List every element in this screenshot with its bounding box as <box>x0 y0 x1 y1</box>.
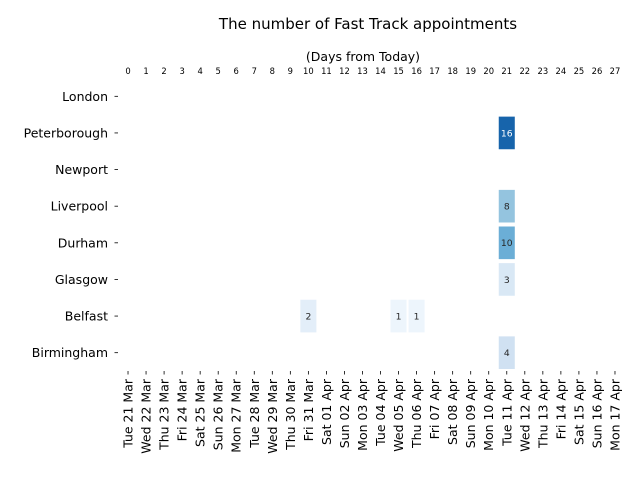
top-tick-label: 7 <box>252 66 257 76</box>
top-tick-label: 20 <box>483 66 494 76</box>
top-tick-label: 19 <box>465 66 476 76</box>
x-tick-label: Thu 23 Mar <box>157 378 172 451</box>
x-tick-label: Mon 17 Apr <box>607 378 622 451</box>
top-axis-label: (Days from Today) <box>306 49 420 64</box>
x-tick-label: Mon 03 Apr <box>355 378 370 451</box>
top-tick-label: 5 <box>216 66 221 76</box>
top-axis-ticks: 0 1 2 3 4 5 6 7 8 9 10 11 12 13 14 15 16 17 18 19 20 21 22 23 24… <box>125 66 620 76</box>
top-tick-label: 10 <box>303 66 314 76</box>
cell-value-label: 16 <box>501 128 513 139</box>
x-tick-label: Thu 13 Apr <box>535 378 550 449</box>
heatmap-cell <box>408 299 425 333</box>
top-tick-label: 22 <box>519 66 530 76</box>
x-tick-label: Tue 21 Mar <box>121 378 136 449</box>
top-tick-label: 11 <box>321 66 332 76</box>
x-tick-label: Wed 05 Apr <box>391 378 406 452</box>
y-tick-label: Glasgow <box>55 272 108 287</box>
top-tick-label: 15 <box>393 66 404 76</box>
top-tick-label: 18 <box>447 66 458 76</box>
x-tick-label: Sat 01 Apr <box>319 378 334 445</box>
x-tick-label: Sun 09 Apr <box>463 378 478 448</box>
heatmap-cells: 16 8 10 3 2 1 1 4 <box>300 116 515 369</box>
top-tick-label: 1 <box>143 66 148 76</box>
top-tick-label: 25 <box>574 66 585 76</box>
y-tick-label: Durham <box>58 235 108 250</box>
x-tick-label: Sun 02 Apr <box>337 378 352 448</box>
top-tick-label: 8 <box>270 66 275 76</box>
top-tick-label: 4 <box>197 66 202 76</box>
top-tick-label: 27 <box>610 66 621 76</box>
top-tick-label: 9 <box>288 66 293 76</box>
y-tick-label: Liverpool <box>51 199 108 214</box>
cell-value-label: 1 <box>414 311 420 322</box>
x-tick-label: Fri 24 Mar <box>175 378 190 441</box>
x-tick-label: Sun 26 Mar <box>211 378 226 450</box>
heatmap-cell <box>390 299 407 333</box>
x-tick-label: Sat 25 Mar <box>193 378 208 447</box>
x-tick-label: Tue 28 Mar <box>247 378 262 449</box>
heatmap-cell <box>300 299 317 333</box>
x-tick-label: Thu 30 Mar <box>283 378 298 451</box>
x-axis: Tue 21 Mar Wed 22 Mar Thu 23 Mar Fri 24 Mar… <box>121 371 622 454</box>
cell-value-label: 2 <box>305 311 311 322</box>
top-tick-label: 3 <box>179 66 184 76</box>
heatmap-cell <box>498 116 515 150</box>
cell-value-label: 4 <box>504 348 510 359</box>
top-tick-label: 17 <box>429 66 440 76</box>
heatmap-cell <box>498 226 515 260</box>
x-tick-label: Mon 27 Mar <box>229 378 244 453</box>
x-tick-label: Thu 06 Apr <box>409 378 424 449</box>
x-tick-label: Wed 12 Apr <box>517 378 532 452</box>
top-tick-label: 14 <box>375 66 386 76</box>
y-tick-label: Birmingham <box>32 345 108 360</box>
cell-value-label: 10 <box>501 238 513 249</box>
x-tick-label: Sat 08 Apr <box>445 378 460 445</box>
y-tick-label: Belfast <box>65 309 108 324</box>
top-tick-label: 13 <box>357 66 368 76</box>
heatmap-cell <box>498 189 515 223</box>
x-tick-label: Tue 04 Apr <box>373 378 388 447</box>
x-tick-label: Mon 10 Apr <box>481 378 496 451</box>
cell-value-label: 1 <box>396 311 402 322</box>
x-tick-label: Sat 15 Apr <box>571 378 586 445</box>
top-tick-label: 21 <box>501 66 512 76</box>
top-tick-label: 12 <box>339 66 350 76</box>
x-tick-label: Wed 29 Mar <box>265 378 280 454</box>
chart-title: The number of Fast Track appointments <box>218 15 517 33</box>
top-tick-label: 0 <box>125 66 130 76</box>
y-tick-label: Newport <box>55 162 108 177</box>
x-tick-label: Fri 14 Apr <box>553 378 568 439</box>
x-tick-label: Sun 16 Apr <box>589 378 604 448</box>
top-tick-label: 16 <box>411 66 422 76</box>
x-tick-label: Fri 31 Mar <box>301 378 316 441</box>
cell-value-label: 3 <box>504 275 510 286</box>
x-tick-label: Tue 11 Apr <box>499 378 514 447</box>
top-tick-label: 26 <box>592 66 603 76</box>
heatmap-cell <box>498 263 515 296</box>
top-tick-label: 24 <box>556 66 567 76</box>
top-tick-label: 6 <box>234 66 239 76</box>
top-tick-label: 2 <box>161 66 166 76</box>
top-tick-label: 23 <box>538 66 549 76</box>
y-tick-label: Peterborough <box>24 125 108 140</box>
y-tick-label: London <box>62 89 108 104</box>
y-axis: London Peterborough Newport Liverpool Durham… <box>24 89 118 360</box>
x-tick-label: Wed 22 Mar <box>139 378 154 454</box>
cell-value-label: 8 <box>504 202 510 213</box>
heatmap-cell <box>498 336 515 369</box>
x-tick-label: Fri 07 Apr <box>427 378 442 439</box>
